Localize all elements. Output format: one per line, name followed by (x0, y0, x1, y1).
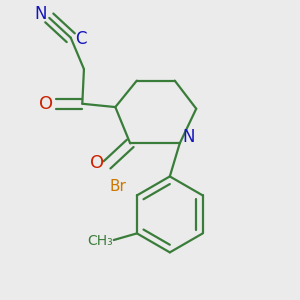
Text: N: N (35, 5, 47, 23)
Text: O: O (39, 95, 53, 113)
Text: CH₃: CH₃ (88, 234, 113, 248)
Text: Br: Br (109, 179, 126, 194)
Text: C: C (75, 30, 86, 48)
Text: N: N (183, 128, 195, 146)
Text: O: O (90, 154, 104, 172)
